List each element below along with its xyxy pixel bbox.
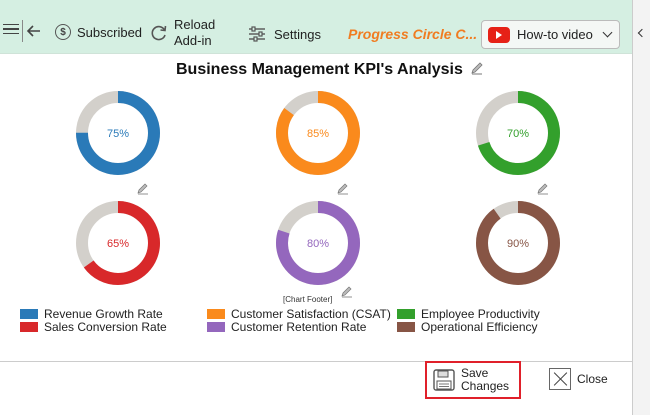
legend-label: Customer Retention Rate — [231, 320, 367, 334]
legend-item[interactable]: Revenue Growth Rate — [20, 307, 163, 321]
chart-title[interactable]: Business Management KPI's Analysis — [176, 61, 463, 78]
reload-addin-button[interactable]: Reload Add-in — [150, 17, 215, 49]
donut-5[interactable]: 80% — [276, 201, 360, 285]
edit-title-pencil-icon[interactable] — [470, 61, 484, 75]
legend-label: Customer Satisfaction (CSAT) — [231, 307, 391, 321]
dollar-icon: $ — [55, 24, 71, 40]
donut-value-arc-3 — [476, 91, 560, 175]
donut-2[interactable]: 85% — [276, 91, 360, 175]
legend-swatch — [207, 322, 225, 332]
reload-label-line1: Reload — [174, 17, 216, 32]
howto-label: How-to video — [517, 27, 593, 42]
side-panel-collapse[interactable] — [632, 0, 650, 415]
legend-swatch — [20, 309, 38, 319]
save-changes-button[interactable]: Save Changes — [425, 361, 521, 399]
close-icon — [549, 368, 571, 390]
donut-data-label-2: 85% — [307, 128, 329, 140]
close-button[interactable]: Close — [549, 368, 608, 390]
sliders-icon — [249, 26, 265, 42]
reload-label-line2: Add-in — [174, 33, 212, 48]
donut-value-arc-6 — [476, 201, 560, 285]
donut-data-label-3: 70% — [507, 128, 529, 140]
edit-pencil-icon[interactable] — [337, 183, 348, 195]
donut-3[interactable]: 70% — [476, 91, 560, 175]
youtube-icon — [488, 26, 510, 43]
donut-data-label-5: 80% — [307, 238, 329, 250]
close-label: Close — [577, 372, 608, 386]
settings-button[interactable]: Settings — [248, 26, 321, 42]
donut-data-label-1: 75% — [107, 128, 129, 140]
donut-value-arc-5 — [276, 201, 360, 285]
legend-swatch — [397, 309, 415, 319]
legend-item[interactable]: Customer Satisfaction (CSAT) — [207, 307, 391, 321]
howto-video-dropdown[interactable]: How-to video — [481, 20, 620, 49]
save-label-line2: Changes — [461, 379, 510, 393]
subscribed-label: Subscribed — [77, 24, 143, 40]
chart-footer[interactable]: [Chart Footer] — [283, 295, 333, 304]
legend-label: Employee Productivity — [421, 307, 540, 321]
legend-item[interactable]: Employee Productivity — [397, 307, 540, 321]
legend-swatch — [397, 322, 415, 332]
donut-data-label-4: 65% — [107, 238, 129, 250]
legend-swatch — [20, 322, 38, 332]
legend-item[interactable]: Sales Conversion Rate — [20, 320, 167, 334]
addin-title: Progress Circle C... — [348, 26, 478, 42]
legend-label: Sales Conversion Rate — [44, 320, 167, 334]
legend-swatch — [207, 309, 225, 319]
save-floppy-icon — [433, 369, 455, 391]
legend-label: Operational Efficiency — [421, 320, 538, 334]
back-arrow-icon[interactable] — [26, 23, 42, 39]
donut-6[interactable]: 90% — [476, 201, 560, 285]
legend-label: Revenue Growth Rate — [44, 307, 163, 321]
save-label-line1: Save — [461, 366, 489, 380]
donut-value-arc-4 — [76, 201, 160, 285]
chevron-left-icon — [637, 28, 647, 38]
donut-chart-area: 75% 85% 70% 65% 80% 90% — [76, 91, 560, 298]
settings-label: Settings — [274, 26, 321, 42]
legend-item[interactable]: Operational Efficiency — [397, 320, 538, 334]
donut-data-label-6: 90% — [507, 238, 529, 250]
toolbar-divider — [22, 20, 23, 42]
edit-pencil-icon[interactable] — [137, 183, 148, 195]
donut-value-arc-2 — [276, 91, 360, 175]
donut-4[interactable]: 65% — [76, 201, 160, 285]
toolbar: $ Subscribed Reload Add-in Settings Prog… — [0, 0, 632, 54]
donut-1[interactable]: 75% — [76, 91, 160, 175]
donut-value-arc-1 — [76, 91, 160, 175]
reload-icon — [151, 25, 167, 41]
bottom-divider — [0, 361, 632, 362]
edit-pencil-icon[interactable] — [537, 183, 548, 195]
hamburger-menu-icon[interactable] — [3, 24, 19, 37]
subscribed-button[interactable]: $ Subscribed — [55, 24, 142, 40]
edit-pencil-icon[interactable] — [341, 286, 352, 298]
legend-item[interactable]: Customer Retention Rate — [207, 320, 366, 334]
